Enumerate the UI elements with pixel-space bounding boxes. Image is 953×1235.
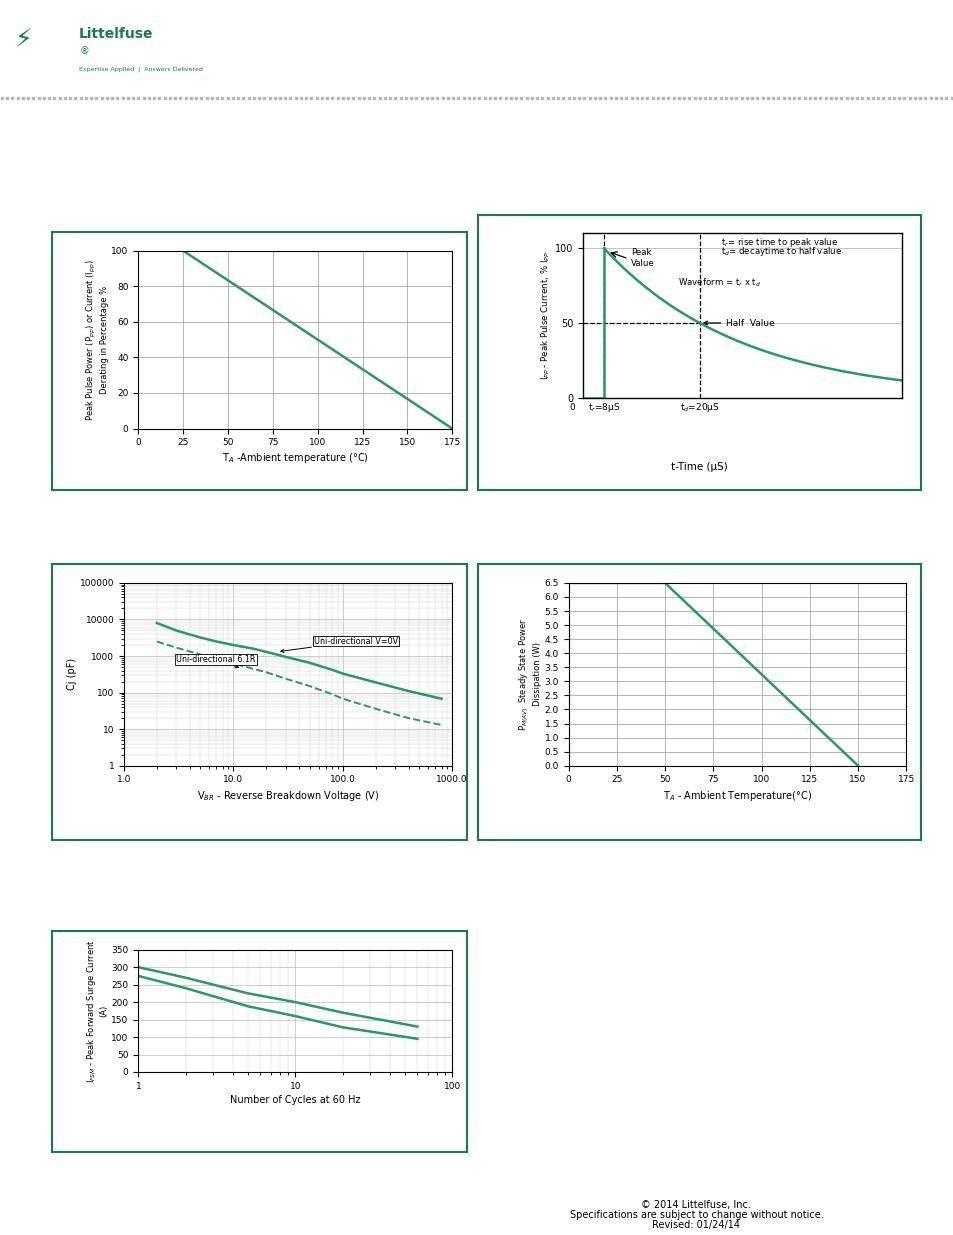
Text: Ratings and Characteristic Curves: Ratings and Characteristic Curves <box>61 127 292 140</box>
Text: t$_r$=8µS: t$_r$=8µS <box>587 400 619 414</box>
Text: Littelfuse: Littelfuse <box>79 27 153 41</box>
Text: Figure 5 - Typical Junction Capacitance: Figure 5 - Typical Junction Capacitance <box>59 534 295 543</box>
Text: ⚡: ⚡ <box>15 28 32 52</box>
Text: Figure 4 - Pulse Waveform: Figure 4 - Pulse Waveform <box>484 184 646 194</box>
X-axis label: T$_A$ - Ambient Temperature(°C): T$_A$ - Ambient Temperature(°C) <box>662 789 811 803</box>
X-axis label: V$_{BR}$ - Reverse Breakdown Voltage (V): V$_{BR}$ - Reverse Breakdown Voltage (V) <box>196 789 379 803</box>
X-axis label: Number of Cycles at 60 Hz: Number of Cycles at 60 Hz <box>230 1095 360 1105</box>
Text: Uni-directional 6.1R: Uni-directional 6.1R <box>176 655 255 668</box>
Text: Figure 3 - Peak Pulse Power or Current Derating Curve: Figure 3 - Peak Pulse Power or Current D… <box>91 178 427 188</box>
Text: Revised: 01/24/14: Revised: 01/24/14 <box>652 1220 740 1230</box>
Y-axis label: Peak Pulse Power (P$_{pp}$) or Current (I$_{pp}$)
Derating in Percentage %: Peak Pulse Power (P$_{pp}$) or Current (… <box>85 259 109 420</box>
Text: 0: 0 <box>569 403 575 411</box>
Text: Specifications are subject to change without notice.: Specifications are subject to change wit… <box>569 1210 822 1220</box>
Text: ®: ® <box>79 47 89 57</box>
Text: t$_r$= rise time to peak value: t$_r$= rise time to peak value <box>720 236 838 249</box>
Text: t$_d$= decaytime to half value: t$_d$= decaytime to half value <box>720 246 841 258</box>
Text: Uni-directional V=0V: Uni-directional V=0V <box>280 636 398 652</box>
Text: Surface Mount > 3.0SMC Series: Surface Mount > 3.0SMC Series <box>214 57 448 72</box>
Text: Transient Voltage Suppression Diodes: Transient Voltage Suppression Diodes <box>214 21 661 41</box>
Text: t-Time (µS): t-Time (µS) <box>670 462 727 472</box>
Text: t$_d$=20µS: t$_d$=20µS <box>679 400 719 414</box>
Text: © 2014 Littelfuse, Inc.: © 2014 Littelfuse, Inc. <box>640 1200 751 1210</box>
FancyBboxPatch shape <box>11 9 140 80</box>
Text: Expertise Applied  |  Answers Delivered: Expertise Applied | Answers Delivered <box>79 67 203 72</box>
Y-axis label: P$_{M(AV)}$  Steady State Power
Dissipation (W): P$_{M(AV)}$ Steady State Power Dissipati… <box>517 618 541 731</box>
X-axis label: T$_A$ -Ambient temperature (°C): T$_A$ -Ambient temperature (°C) <box>222 452 368 466</box>
Y-axis label: I$_{FSM}$ - Peak Forward Surge Current
(A): I$_{FSM}$ - Peak Forward Surge Current (… <box>85 939 109 1083</box>
Text: (Tₐ=25°C unless otherwise noted) (Continued): (Tₐ=25°C unless otherwise noted) (Contin… <box>360 128 587 138</box>
Text: Figure 6 - Steady State Power Derating Curve: Figure 6 - Steady State Power Derating C… <box>484 534 764 543</box>
Y-axis label: I$_{PP}$ - Peak Pulse Current, % I$_{PP}$: I$_{PP}$ - Peak Pulse Current, % I$_{PP}… <box>539 251 552 380</box>
Text: Surge Current  Uni-Directional only: Surge Current Uni-Directional only <box>152 911 367 921</box>
Text: Figure 7 - Maximum Non-Repetitive Peak Forward: Figure 7 - Maximum Non-Repetitive Peak F… <box>107 877 412 887</box>
Text: Waveform = t$_r$ x t$_d$: Waveform = t$_r$ x t$_d$ <box>678 277 761 289</box>
Text: Half  Value: Half Value <box>703 319 774 327</box>
Text: vs Initial Junction Temperature: vs Initial Junction Temperature <box>165 212 354 222</box>
Text: Peak
Value: Peak Value <box>630 248 654 268</box>
Y-axis label: Cj (pF): Cj (pF) <box>67 658 77 690</box>
